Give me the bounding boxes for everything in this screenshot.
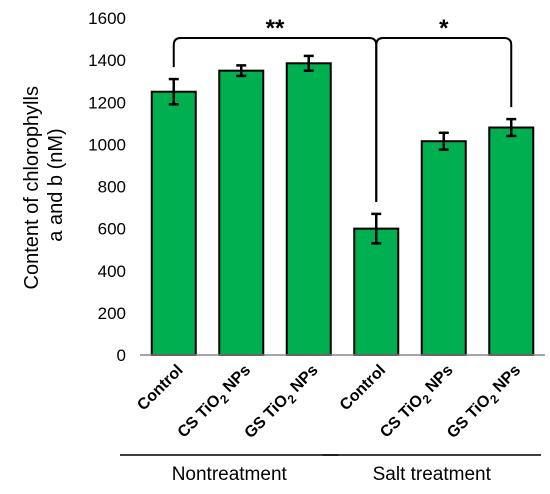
y-tick-label: 200 xyxy=(98,304,126,323)
bar xyxy=(488,126,535,357)
y-axis-label-line1: Content of chlorophylls xyxy=(21,86,43,289)
x-tick-label: Control xyxy=(134,362,186,414)
group-label: Salt treatment xyxy=(373,464,492,485)
significance-brackets: ** * xyxy=(172,15,513,202)
significance-label: * xyxy=(439,15,449,42)
bar xyxy=(150,90,197,356)
y-tick-label: 800 xyxy=(98,178,126,197)
y-tick-label: 1600 xyxy=(88,9,126,28)
error-bar xyxy=(236,64,247,78)
error-bar xyxy=(506,117,517,138)
y-tick-label: 0 xyxy=(117,346,126,365)
error-bar xyxy=(303,54,314,72)
y-tick-label: 600 xyxy=(98,220,126,239)
y-tick-label: 1400 xyxy=(88,51,126,70)
group: Nontreatment xyxy=(120,454,339,485)
group: Salt treatment xyxy=(322,454,541,485)
x-tick-label: GS TiO2 NPs xyxy=(444,362,527,445)
significance-bracket: * xyxy=(375,15,513,202)
x-tick-label: Control xyxy=(337,362,389,414)
y-tick-label: 400 xyxy=(98,262,126,281)
bar xyxy=(353,227,400,356)
error-bars xyxy=(168,54,517,245)
x-tick-label: GS TiO2 NPs xyxy=(242,362,325,445)
group-labels: Nontreatment Salt treatment xyxy=(120,454,541,485)
significance-label: ** xyxy=(266,15,285,42)
error-bar xyxy=(371,212,382,245)
bar xyxy=(285,62,332,357)
y-axis-label-line2: a and b (nM) xyxy=(45,128,67,241)
y-tick-label: 1000 xyxy=(88,135,126,154)
bar xyxy=(420,140,467,356)
y-axis: 0 200 400 600 800 1000 1200 1400 1600 xyxy=(88,9,126,365)
bar xyxy=(218,69,265,356)
significance-bracket: ** xyxy=(172,15,378,202)
error-bar xyxy=(438,131,449,151)
group-label: Nontreatment xyxy=(172,464,288,485)
y-tick-label: 1200 xyxy=(88,93,126,112)
bars xyxy=(150,62,535,357)
error-bar xyxy=(168,77,179,106)
y-axis-label: Content of chlorophylls a and b (nM) xyxy=(21,80,67,289)
